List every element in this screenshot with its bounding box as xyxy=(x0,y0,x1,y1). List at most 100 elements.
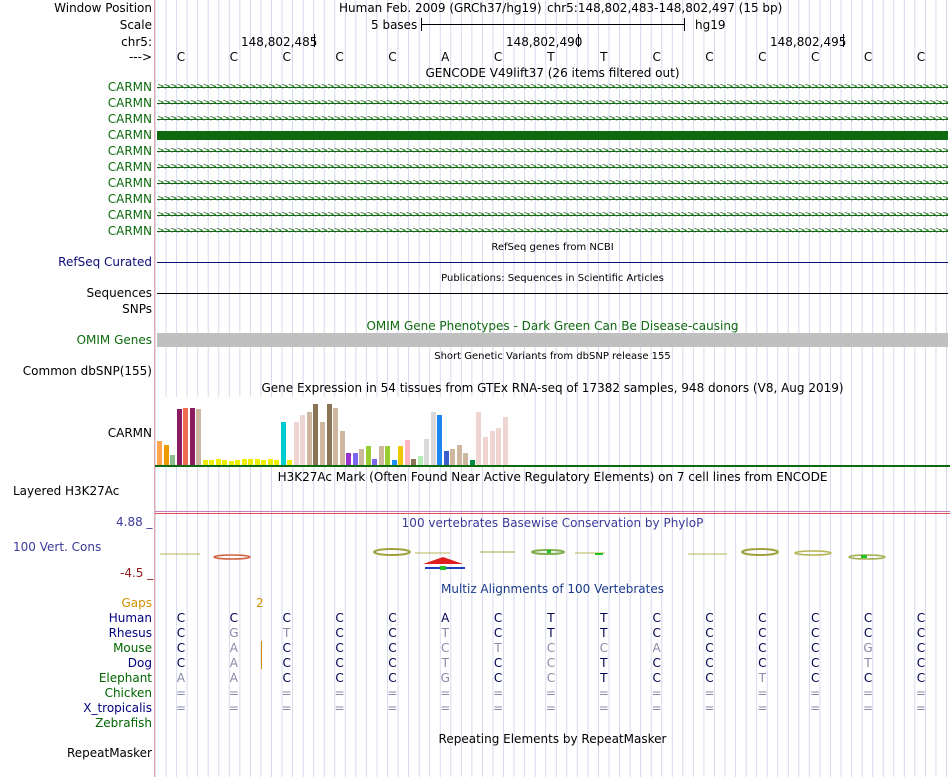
alignment-base: C xyxy=(388,611,397,625)
species-label[interactable]: Chicken xyxy=(104,686,152,700)
gene-label[interactable]: CARMN xyxy=(107,80,152,94)
gene-intron-line[interactable] xyxy=(157,231,948,232)
gene-label[interactable]: CARMN xyxy=(107,160,152,174)
gtex-bar[interactable] xyxy=(346,453,352,465)
gtex-bar[interactable] xyxy=(176,409,182,465)
gtex-bar[interactable] xyxy=(352,453,358,465)
gene-label[interactable]: CARMN xyxy=(107,144,152,158)
gene-intron-line[interactable] xyxy=(157,119,948,120)
gtex-bar[interactable] xyxy=(326,404,332,465)
gene-label[interactable]: CARMN xyxy=(107,224,152,238)
gene-label[interactable]: CARMN xyxy=(107,128,152,142)
gtex-bar[interactable] xyxy=(430,412,436,465)
gtex-bar[interactable] xyxy=(313,404,319,465)
gene-intron-line[interactable] xyxy=(157,103,948,104)
gtex-bar[interactable] xyxy=(189,408,195,465)
gtex-gene-label[interactable]: CARMN xyxy=(107,426,152,440)
gtex-bar[interactable] xyxy=(267,459,273,465)
gtex-bar[interactable] xyxy=(157,441,162,465)
gtex-bar[interactable] xyxy=(320,422,325,465)
gtex-bar[interactable] xyxy=(287,460,293,465)
sequences-label[interactable]: Sequences xyxy=(86,286,152,300)
gtex-bar[interactable] xyxy=(235,460,241,465)
gtex-bar[interactable] xyxy=(274,460,280,465)
gtex-bar[interactable] xyxy=(261,460,267,465)
gtex-bar[interactable] xyxy=(469,460,475,465)
gtex-bar[interactable] xyxy=(183,408,189,465)
alignment-base: = xyxy=(863,701,874,715)
species-label[interactable]: Dog xyxy=(127,656,152,670)
gtex-bar[interactable] xyxy=(254,459,260,465)
gtex-bar[interactable] xyxy=(248,459,254,465)
snps-label[interactable]: SNPs xyxy=(122,302,152,316)
gtex-bar[interactable] xyxy=(215,459,221,465)
dbsnp-label[interactable]: Common dbSNP(155) xyxy=(22,364,152,378)
alignment-base: C xyxy=(388,626,397,640)
phylop-label[interactable]: 100 Vert. Cons xyxy=(13,540,102,554)
gtex-bar[interactable] xyxy=(365,446,371,465)
gtex-bar[interactable] xyxy=(424,439,430,465)
gtex-bar[interactable] xyxy=(443,451,449,465)
gtex-bar[interactable] xyxy=(437,415,443,465)
gtex-bar[interactable] xyxy=(300,415,306,465)
alignment-base: T xyxy=(547,611,555,625)
gene-label[interactable]: CARMN xyxy=(107,96,152,110)
gtex-bar-chart[interactable] xyxy=(156,397,536,465)
gtex-bar[interactable] xyxy=(417,456,423,465)
gtex-bar[interactable] xyxy=(333,408,339,465)
gtex-bar[interactable] xyxy=(404,440,410,465)
gene-intron-line[interactable] xyxy=(157,87,948,88)
gtex-bar[interactable] xyxy=(280,422,286,465)
gtex-bar[interactable] xyxy=(378,446,384,465)
repeatmasker-label[interactable]: RepeatMasker xyxy=(66,746,152,760)
gene-label[interactable]: CARMN xyxy=(107,208,152,222)
gtex-bar[interactable] xyxy=(463,453,469,465)
gtex-bar[interactable] xyxy=(483,437,488,465)
phylop-wiggle[interactable] xyxy=(155,540,950,580)
species-label[interactable]: Human xyxy=(108,611,152,625)
gtex-bar[interactable] xyxy=(241,459,247,465)
omim-feature[interactable] xyxy=(157,333,948,347)
gtex-bar[interactable] xyxy=(372,459,378,465)
gtex-bar[interactable] xyxy=(202,460,208,465)
refseq-line[interactable] xyxy=(157,262,948,263)
gtex-bar[interactable] xyxy=(502,417,508,465)
gene-exon-block[interactable] xyxy=(157,131,948,140)
gtex-bar[interactable] xyxy=(489,431,495,465)
publications-line[interactable] xyxy=(157,293,948,294)
gtex-bar[interactable] xyxy=(398,446,404,465)
gtex-bar[interactable] xyxy=(293,422,299,465)
gtex-bar[interactable] xyxy=(209,460,215,465)
refseq-label[interactable]: RefSeq Curated xyxy=(58,255,152,269)
species-label[interactable]: Elephant xyxy=(98,671,152,685)
gene-intron-line[interactable] xyxy=(157,183,948,184)
gene-label[interactable]: CARMN xyxy=(107,176,152,190)
species-label[interactable]: Mouse xyxy=(113,641,152,655)
gtex-bar[interactable] xyxy=(456,445,462,465)
gene-intron-line[interactable] xyxy=(157,167,948,168)
species-label[interactable]: Zebrafish xyxy=(95,716,152,730)
gtex-bar[interactable] xyxy=(196,409,202,465)
gtex-bar[interactable] xyxy=(385,446,391,465)
gtex-bar[interactable] xyxy=(306,412,312,465)
gene-intron-line[interactable] xyxy=(157,215,948,216)
gtex-bar[interactable] xyxy=(496,428,502,465)
gtex-bar[interactable] xyxy=(411,459,417,465)
gtex-bar[interactable] xyxy=(222,460,228,465)
gtex-bar[interactable] xyxy=(170,455,176,465)
species-label[interactable]: X_tropicalis xyxy=(83,701,152,715)
omim-label[interactable]: OMIM Genes xyxy=(76,333,152,347)
species-label[interactable]: Rhesus xyxy=(108,626,152,640)
gene-label[interactable]: CARMN xyxy=(107,192,152,206)
gtex-bar[interactable] xyxy=(359,449,365,465)
gtex-bar[interactable] xyxy=(228,461,234,465)
gene-intron-line[interactable] xyxy=(157,199,948,200)
gene-intron-line[interactable] xyxy=(157,151,948,152)
gtex-bar[interactable] xyxy=(339,431,345,465)
gene-label[interactable]: CARMN xyxy=(107,112,152,126)
gtex-bar[interactable] xyxy=(476,412,482,465)
gtex-bar[interactable] xyxy=(450,449,456,465)
gtex-bar[interactable] xyxy=(391,460,397,465)
h3k27ac-label[interactable]: Layered H3K27Ac xyxy=(13,484,120,498)
gtex-bar[interactable] xyxy=(163,445,169,465)
